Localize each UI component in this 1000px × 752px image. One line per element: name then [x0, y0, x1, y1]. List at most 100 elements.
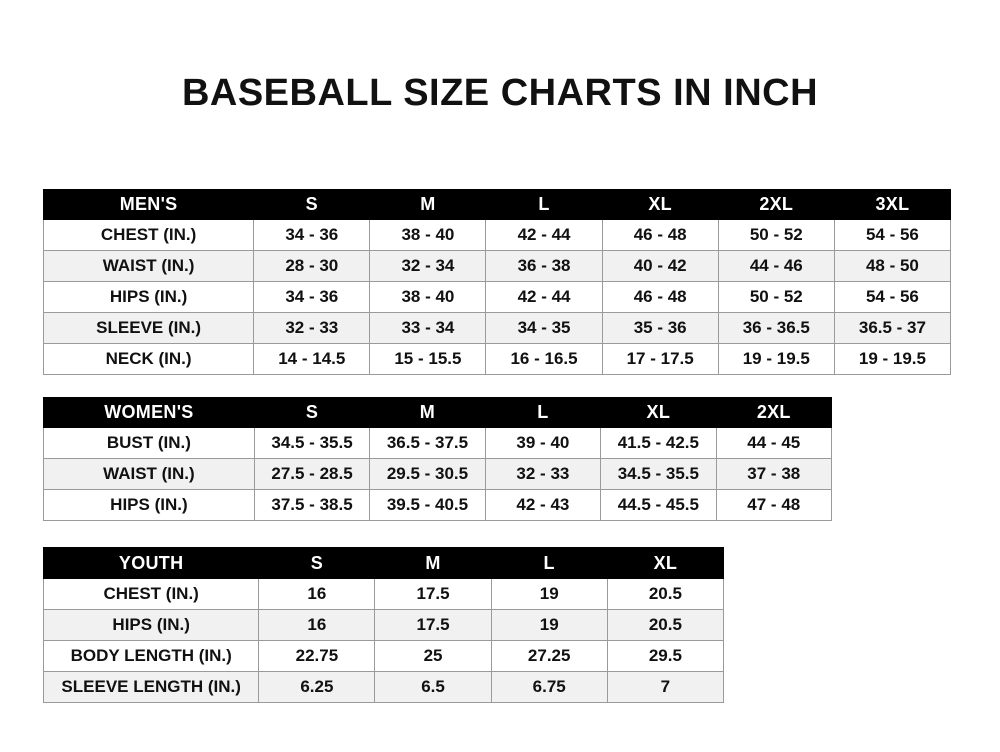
row-label: HIPS (IN.) — [42, 609, 260, 641]
table-cell: 34.5 - 35.5 — [253, 427, 371, 459]
row-label: BODY LENGTH (IN.) — [42, 640, 260, 672]
womens-header-s: S — [253, 397, 371, 428]
table-cell: 44 - 45 — [715, 427, 833, 459]
table-header-row: WOMEN'S S M L XL 2XL — [43, 397, 833, 428]
table-row: WAIST (IN.) 28 - 30 32 - 34 36 - 38 40 -… — [42, 250, 952, 282]
table-cell: 32 - 33 — [253, 312, 371, 344]
table-cell: 27.25 — [490, 640, 608, 672]
womens-header-category: WOMEN'S — [43, 397, 255, 428]
mens-size-table: MEN'S S M L XL 2XL 3XL CHEST (IN.) 34 - … — [42, 189, 952, 375]
table-cell: 34 - 36 — [253, 219, 371, 251]
row-label: CHEST (IN.) — [42, 578, 260, 610]
row-label: HIPS (IN.) — [42, 281, 255, 313]
table-cell: 22.75 — [258, 640, 376, 672]
table-cell: 20.5 — [606, 609, 725, 641]
table-header-row: MEN'S S M L XL 2XL 3XL — [42, 189, 952, 220]
table-cell: 54 - 56 — [833, 281, 952, 313]
table-cell: 35 - 36 — [601, 312, 719, 344]
table-cell: 6.5 — [374, 671, 492, 703]
table-cell: 37 - 38 — [715, 458, 833, 490]
table-cell: 17.5 — [374, 609, 492, 641]
table-cell: 38 - 40 — [369, 219, 487, 251]
table-cell: 48 - 50 — [833, 250, 952, 282]
youth-header-s: S — [258, 547, 376, 579]
table-cell: 50 - 52 — [717, 219, 835, 251]
table-cell: 42 - 44 — [485, 219, 603, 251]
table-row: BODY LENGTH (IN.) 22.75 25 27.25 29.5 — [42, 640, 725, 672]
mens-header-m: M — [369, 189, 487, 220]
table-row: NECK (IN.) 14 - 14.5 15 - 15.5 16 - 16.5… — [42, 343, 952, 375]
mens-header-xl: XL — [601, 189, 719, 220]
womens-header-m: M — [369, 397, 486, 428]
mens-header-3xl: 3XL — [833, 189, 952, 220]
mens-table-body: CHEST (IN.) 34 - 36 38 - 40 42 - 44 46 -… — [42, 219, 952, 375]
table-cell: 34 - 36 — [253, 281, 371, 313]
table-cell: 46 - 48 — [601, 219, 719, 251]
table-cell: 16 — [258, 578, 376, 610]
table-cell: 15 - 15.5 — [369, 343, 487, 375]
table-cell: 37.5 - 38.5 — [253, 489, 371, 521]
table-cell: 27.5 - 28.5 — [253, 458, 371, 490]
table-cell: 36.5 - 37 — [833, 312, 952, 344]
table-cell: 19 — [490, 609, 608, 641]
table-cell: 19 - 19.5 — [833, 343, 952, 375]
womens-table-header: WOMEN'S S M L XL 2XL — [43, 397, 833, 428]
table-cell: 34 - 35 — [485, 312, 603, 344]
table-cell: 44.5 - 45.5 — [600, 489, 717, 521]
mens-header-s: S — [253, 189, 371, 220]
youth-table-body: CHEST (IN.) 16 17.5 19 20.5 HIPS (IN.) 1… — [42, 578, 725, 703]
table-cell: 41.5 - 42.5 — [600, 427, 717, 459]
table-cell: 16 - 16.5 — [485, 343, 603, 375]
table-cell: 46 - 48 — [601, 281, 719, 313]
row-label: NECK (IN.) — [42, 343, 255, 375]
page-title: BASEBALL SIZE CHARTS IN INCH — [181, 72, 819, 114]
table-cell: 34.5 - 35.5 — [600, 458, 717, 490]
table-cell: 32 - 33 — [484, 458, 602, 490]
table-cell: 54 - 56 — [833, 219, 952, 251]
womens-header-xl: XL — [600, 397, 717, 428]
table-cell: 25 — [374, 640, 492, 672]
table-cell: 47 - 48 — [715, 489, 833, 521]
table-row: CHEST (IN.) 16 17.5 19 20.5 — [42, 578, 725, 610]
row-label: HIPS (IN.) — [43, 489, 255, 521]
table-row: HIPS (IN.) 34 - 36 38 - 40 42 - 44 46 - … — [42, 281, 952, 313]
youth-header-m: M — [374, 547, 492, 579]
table-cell: 36 - 36.5 — [717, 312, 835, 344]
youth-size-table: YOUTH S M L XL CHEST (IN.) 16 17.5 19 20… — [42, 547, 725, 703]
table-cell: 29.5 - 30.5 — [369, 458, 486, 490]
table-cell: 20.5 — [606, 578, 725, 610]
table-row: CHEST (IN.) 34 - 36 38 - 40 42 - 44 46 -… — [42, 219, 952, 251]
table-cell: 42 - 43 — [484, 489, 602, 521]
table-cell: 50 - 52 — [717, 281, 835, 313]
row-label: SLEEVE LENGTH (IN.) — [42, 671, 260, 703]
row-label: SLEEVE (IN.) — [42, 312, 255, 344]
row-label: CHEST (IN.) — [42, 219, 255, 251]
table-cell: 38 - 40 — [369, 281, 487, 313]
table-cell: 33 - 34 — [369, 312, 487, 344]
table-cell: 44 - 46 — [717, 250, 835, 282]
table-cell: 6.75 — [490, 671, 608, 703]
mens-header-2xl: 2XL — [717, 189, 835, 220]
row-label: BUST (IN.) — [43, 427, 255, 459]
table-cell: 7 — [606, 671, 725, 703]
table-row: WAIST (IN.) 27.5 - 28.5 29.5 - 30.5 32 -… — [43, 458, 833, 490]
youth-header-category: YOUTH — [42, 547, 260, 579]
table-cell: 39.5 - 40.5 — [369, 489, 486, 521]
womens-header-2xl: 2XL — [715, 397, 833, 428]
table-row: HIPS (IN.) 37.5 - 38.5 39.5 - 40.5 42 - … — [43, 489, 833, 521]
mens-header-category: MEN'S — [42, 189, 255, 220]
table-cell: 19 - 19.5 — [717, 343, 835, 375]
youth-header-xl: XL — [606, 547, 725, 579]
table-cell: 17.5 — [374, 578, 492, 610]
table-cell: 29.5 — [606, 640, 725, 672]
table-row: BUST (IN.) 34.5 - 35.5 36.5 - 37.5 39 - … — [43, 427, 833, 459]
table-cell: 39 - 40 — [484, 427, 602, 459]
mens-header-l: L — [485, 189, 603, 220]
table-row: HIPS (IN.) 16 17.5 19 20.5 — [42, 609, 725, 641]
row-label: WAIST (IN.) — [43, 458, 255, 490]
table-row: SLEEVE LENGTH (IN.) 6.25 6.5 6.75 7 — [42, 671, 725, 703]
mens-table-header: MEN'S S M L XL 2XL 3XL — [42, 189, 952, 220]
table-cell: 6.25 — [258, 671, 376, 703]
youth-header-l: L — [490, 547, 608, 579]
